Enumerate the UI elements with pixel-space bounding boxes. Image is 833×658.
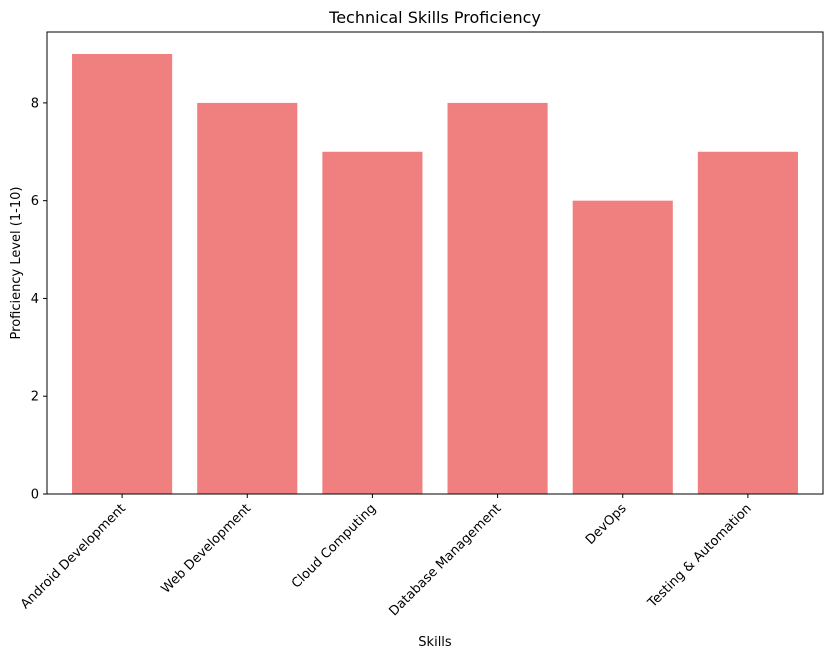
chart-title: Technical Skills Proficiency [328,8,541,27]
x-tick-label-5: Testing & Automation [645,501,755,611]
y-axis-title: Proficiency Level (1-10) [9,187,24,340]
plot-frame [46,31,824,495]
y-tick-label-2: 4 [31,292,39,307]
y-tick-label-1: 2 [31,390,39,405]
x-axis-title: Skills [418,635,452,650]
bar-4 [572,200,673,494]
bar-5 [697,151,798,494]
y-tick-label-4: 8 [31,96,39,111]
bar-group [72,54,798,494]
bar-2 [322,151,423,494]
bar-1 [197,102,298,494]
x-tick-label-2: Cloud Computing [289,501,379,591]
x-tick-label-3: Database Management [386,501,504,619]
plot-area [47,32,823,494]
y-tick-label-3: 6 [31,194,39,209]
x-tick-label-4: DevOps [583,501,630,548]
bar-3 [447,102,548,494]
x-tick-label-1: Web Development [159,501,254,596]
x-axis: Android Development Web Development Cloud … [18,494,755,619]
bar-0 [72,54,173,494]
x-tick-label-0: Android Development [18,501,129,612]
y-axis: 0 2 4 6 8 [31,96,47,503]
y-tick-label-0: 0 [31,488,39,503]
